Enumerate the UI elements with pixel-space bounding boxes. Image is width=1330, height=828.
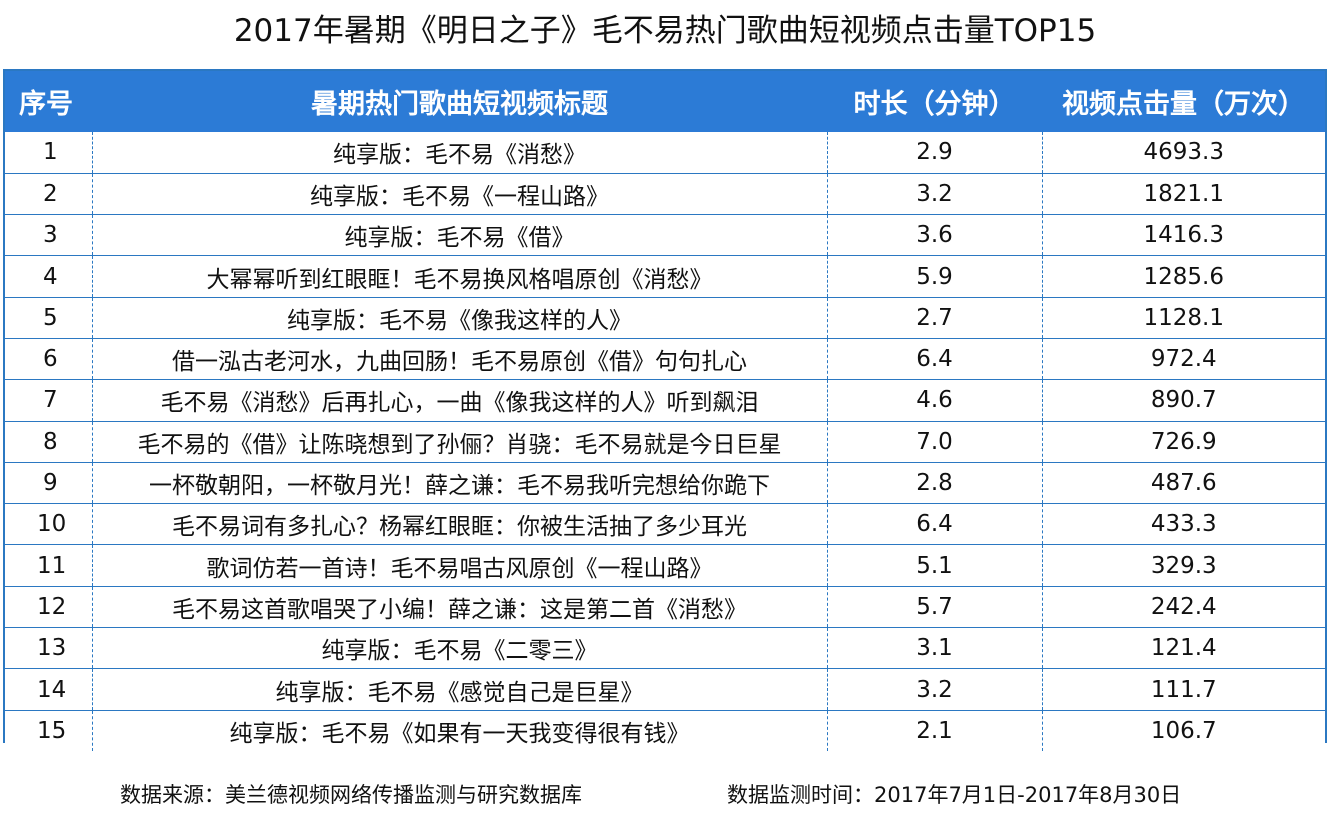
cell-duration: 2.8 [827,462,1043,505]
table-row: 9 一杯敬朝阳，一杯敬月光！薛之谦：毛不易我听完想给你跪下 2.8 487.6 [5,462,1325,505]
cell-video-title: 毛不易词有多扎心？杨幂红眼眶：你被生活抽了多少耳光 [92,503,828,546]
cell-rank: 9 [5,462,93,505]
header-views: 视频点击量（万次） [1062,89,1305,120]
cell-duration: 5.7 [827,586,1043,629]
cell-rank: 10 [5,503,93,546]
cell-views: 1416.3 [1042,214,1325,257]
table-row: 1 纯享版：毛不易《消愁》 2.9 4693.3 [5,132,1325,174]
cell-rank: 2 [5,173,93,216]
cell-rank: 15 [5,710,93,752]
cell-video-title: 纯享版：毛不易《感觉自己是巨星》 [92,668,828,711]
cell-views: 111.7 [1042,668,1325,711]
cell-rank: 6 [5,338,93,381]
cell-rank: 4 [5,255,93,298]
table-row: 2 纯享版：毛不易《一程山路》 3.2 1821.1 [5,173,1325,216]
table-row: 10 毛不易词有多扎心？杨幂红眼眶：你被生活抽了多少耳光 6.4 433.3 [5,503,1325,546]
table-row: 6 借一泓古老河水，九曲回肠！毛不易原创《借》句句扎心 6.4 972.4 [5,338,1325,381]
table-row: 8 毛不易的《借》让陈晓想到了孙俪？肖骁：毛不易就是今日巨星 7.0 726.9 [5,421,1325,463]
cell-views: 890.7 [1042,379,1325,422]
header-rank: 序号 [19,89,73,120]
cell-video-title: 纯享版：毛不易《一程山路》 [92,173,828,216]
table-row: 7 毛不易《消愁》后再扎心，一曲《像我这样的人》听到飙泪 4.6 890.7 [5,379,1325,422]
monitoring-period-note: 数据监测时间：2017年7月1日-2017年8月30日 [727,783,1182,807]
cell-views: 1821.1 [1042,173,1325,216]
cell-views: 972.4 [1042,338,1325,381]
cell-video-title: 毛不易这首歌唱哭了小编！薛之谦：这是第二首《消愁》 [92,586,828,629]
cell-rank: 13 [5,627,93,670]
cell-duration: 2.7 [827,297,1043,339]
ranking-table: 序号 暑期热门歌曲短视频标题 时长（分钟） 视频点击量（万次） 1 纯享版：毛不易… [5,71,1325,752]
table-row: 12 毛不易这首歌唱哭了小编！薛之谦：这是第二首《消愁》 5.7 242.4 [5,586,1325,629]
cell-video-title: 纯享版：毛不易《如果有一天我变得很有钱》 [92,710,828,752]
header-duration: 时长（分钟） [853,89,1016,120]
cell-video-title: 歌词仿若一首诗！毛不易唱古风原创《一程山路》 [92,544,828,587]
cell-duration: 5.1 [827,544,1043,587]
cell-video-title: 一杯敬朝阳，一杯敬月光！薛之谦：毛不易我听完想给你跪下 [92,462,828,505]
cell-video-title: 纯享版：毛不易《消愁》 [92,132,828,174]
cell-rank: 1 [5,132,93,174]
cell-video-title: 纯享版：毛不易《二零三》 [92,627,828,670]
cell-rank: 14 [5,668,93,711]
cell-views: 433.3 [1042,503,1325,546]
cell-rank: 12 [5,586,93,629]
table-row: 4 大幂幂听到红眼眶！毛不易换风格唱原创《消愁》 5.9 1285.6 [5,255,1325,298]
cell-duration: 7.0 [827,421,1043,463]
cell-duration: 6.4 [827,338,1043,381]
cell-views: 106.7 [1150,718,1217,745]
table-header-row: 序号 暑期热门歌曲短视频标题 时长（分钟） 视频点击量（万次） [5,71,1325,132]
cell-views: 329.3 [1042,544,1325,587]
cell-video-title: 纯享版：毛不易《借》 [92,214,828,257]
cell-video-title: 大幂幂听到红眼眶！毛不易换风格唱原创《消愁》 [92,255,828,298]
cell-duration: 2.9 [827,132,1043,174]
cell-rank: 8 [5,421,93,463]
cell-rank: 3 [5,214,93,257]
cell-rank: 7 [5,379,93,422]
cell-views: 726.9 [1042,421,1325,463]
cell-views: 1128.1 [1042,297,1325,339]
table-row: 3 纯享版：毛不易《借》 3.6 1416.3 [5,214,1325,257]
table-row: 5 纯享版：毛不易《像我这样的人》 2.7 1128.1 [5,297,1325,339]
cell-views: 487.6 [1042,462,1325,505]
table-body: 1 纯享版：毛不易《消愁》 2.9 4693.3 2 纯享版：毛不易《一程山路》 3.2 18… [5,132,1325,752]
cell-views: 242.4 [1042,586,1325,629]
table-row: 11 歌词仿若一首诗！毛不易唱古风原创《一程山路》 5.1 329.3 [5,544,1325,587]
cell-views: 121.4 [1042,627,1325,670]
cell-video-title: 借一泓古老河水，九曲回肠！毛不易原创《借》句句扎心 [92,338,828,381]
data-source-note: 数据来源：美兰德视频网络传播监测与研究数据库 [120,783,582,807]
cell-duration: 5.9 [827,255,1043,298]
cell-video-title: 毛不易的《借》让陈晓想到了孙俪？肖骁：毛不易就是今日巨星 [92,421,828,463]
table-row: 13 纯享版：毛不易《二零三》 3.1 121.4 [5,627,1325,670]
cell-views: 4693.3 [1042,132,1325,174]
ranking-table-container: 序号 暑期热门歌曲短视频标题 时长（分钟） 视频点击量（万次） 1 纯享版：毛不易… [3,69,1327,752]
cell-video-title: 毛不易《消愁》后再扎心，一曲《像我这样的人》听到飙泪 [92,379,828,422]
cell-duration: 6.4 [827,503,1043,546]
cell-duration: 4.6 [827,379,1043,422]
cell-duration: 3.2 [827,173,1043,216]
cell-duration: 3.2 [827,668,1043,711]
table-row: 15 纯享版：毛不易《如果有一天我变得很有钱》 2.1 106.7 [5,710,1325,752]
page-title: 2017年暑期《明日之子》毛不易热门歌曲短视频点击量TOP15 [233,13,1097,49]
footer: 数据来源：美兰德视频网络传播监测与研究数据库 数据监测时间：2017年7月1日-… [0,778,1330,812]
table-row: 14 纯享版：毛不易《感觉自己是巨星》 3.2 111.7 [5,668,1325,711]
cell-views: 1285.6 [1042,255,1325,298]
cell-duration: 2.1 [827,710,1043,752]
header-title: 暑期热门歌曲短视频标题 [311,89,608,120]
cell-duration: 3.6 [827,214,1043,257]
cell-video-title: 纯享版：毛不易《像我这样的人》 [92,297,828,339]
cell-rank: 5 [5,297,93,339]
cell-rank: 11 [5,544,93,587]
cell-duration: 3.1 [827,627,1043,670]
